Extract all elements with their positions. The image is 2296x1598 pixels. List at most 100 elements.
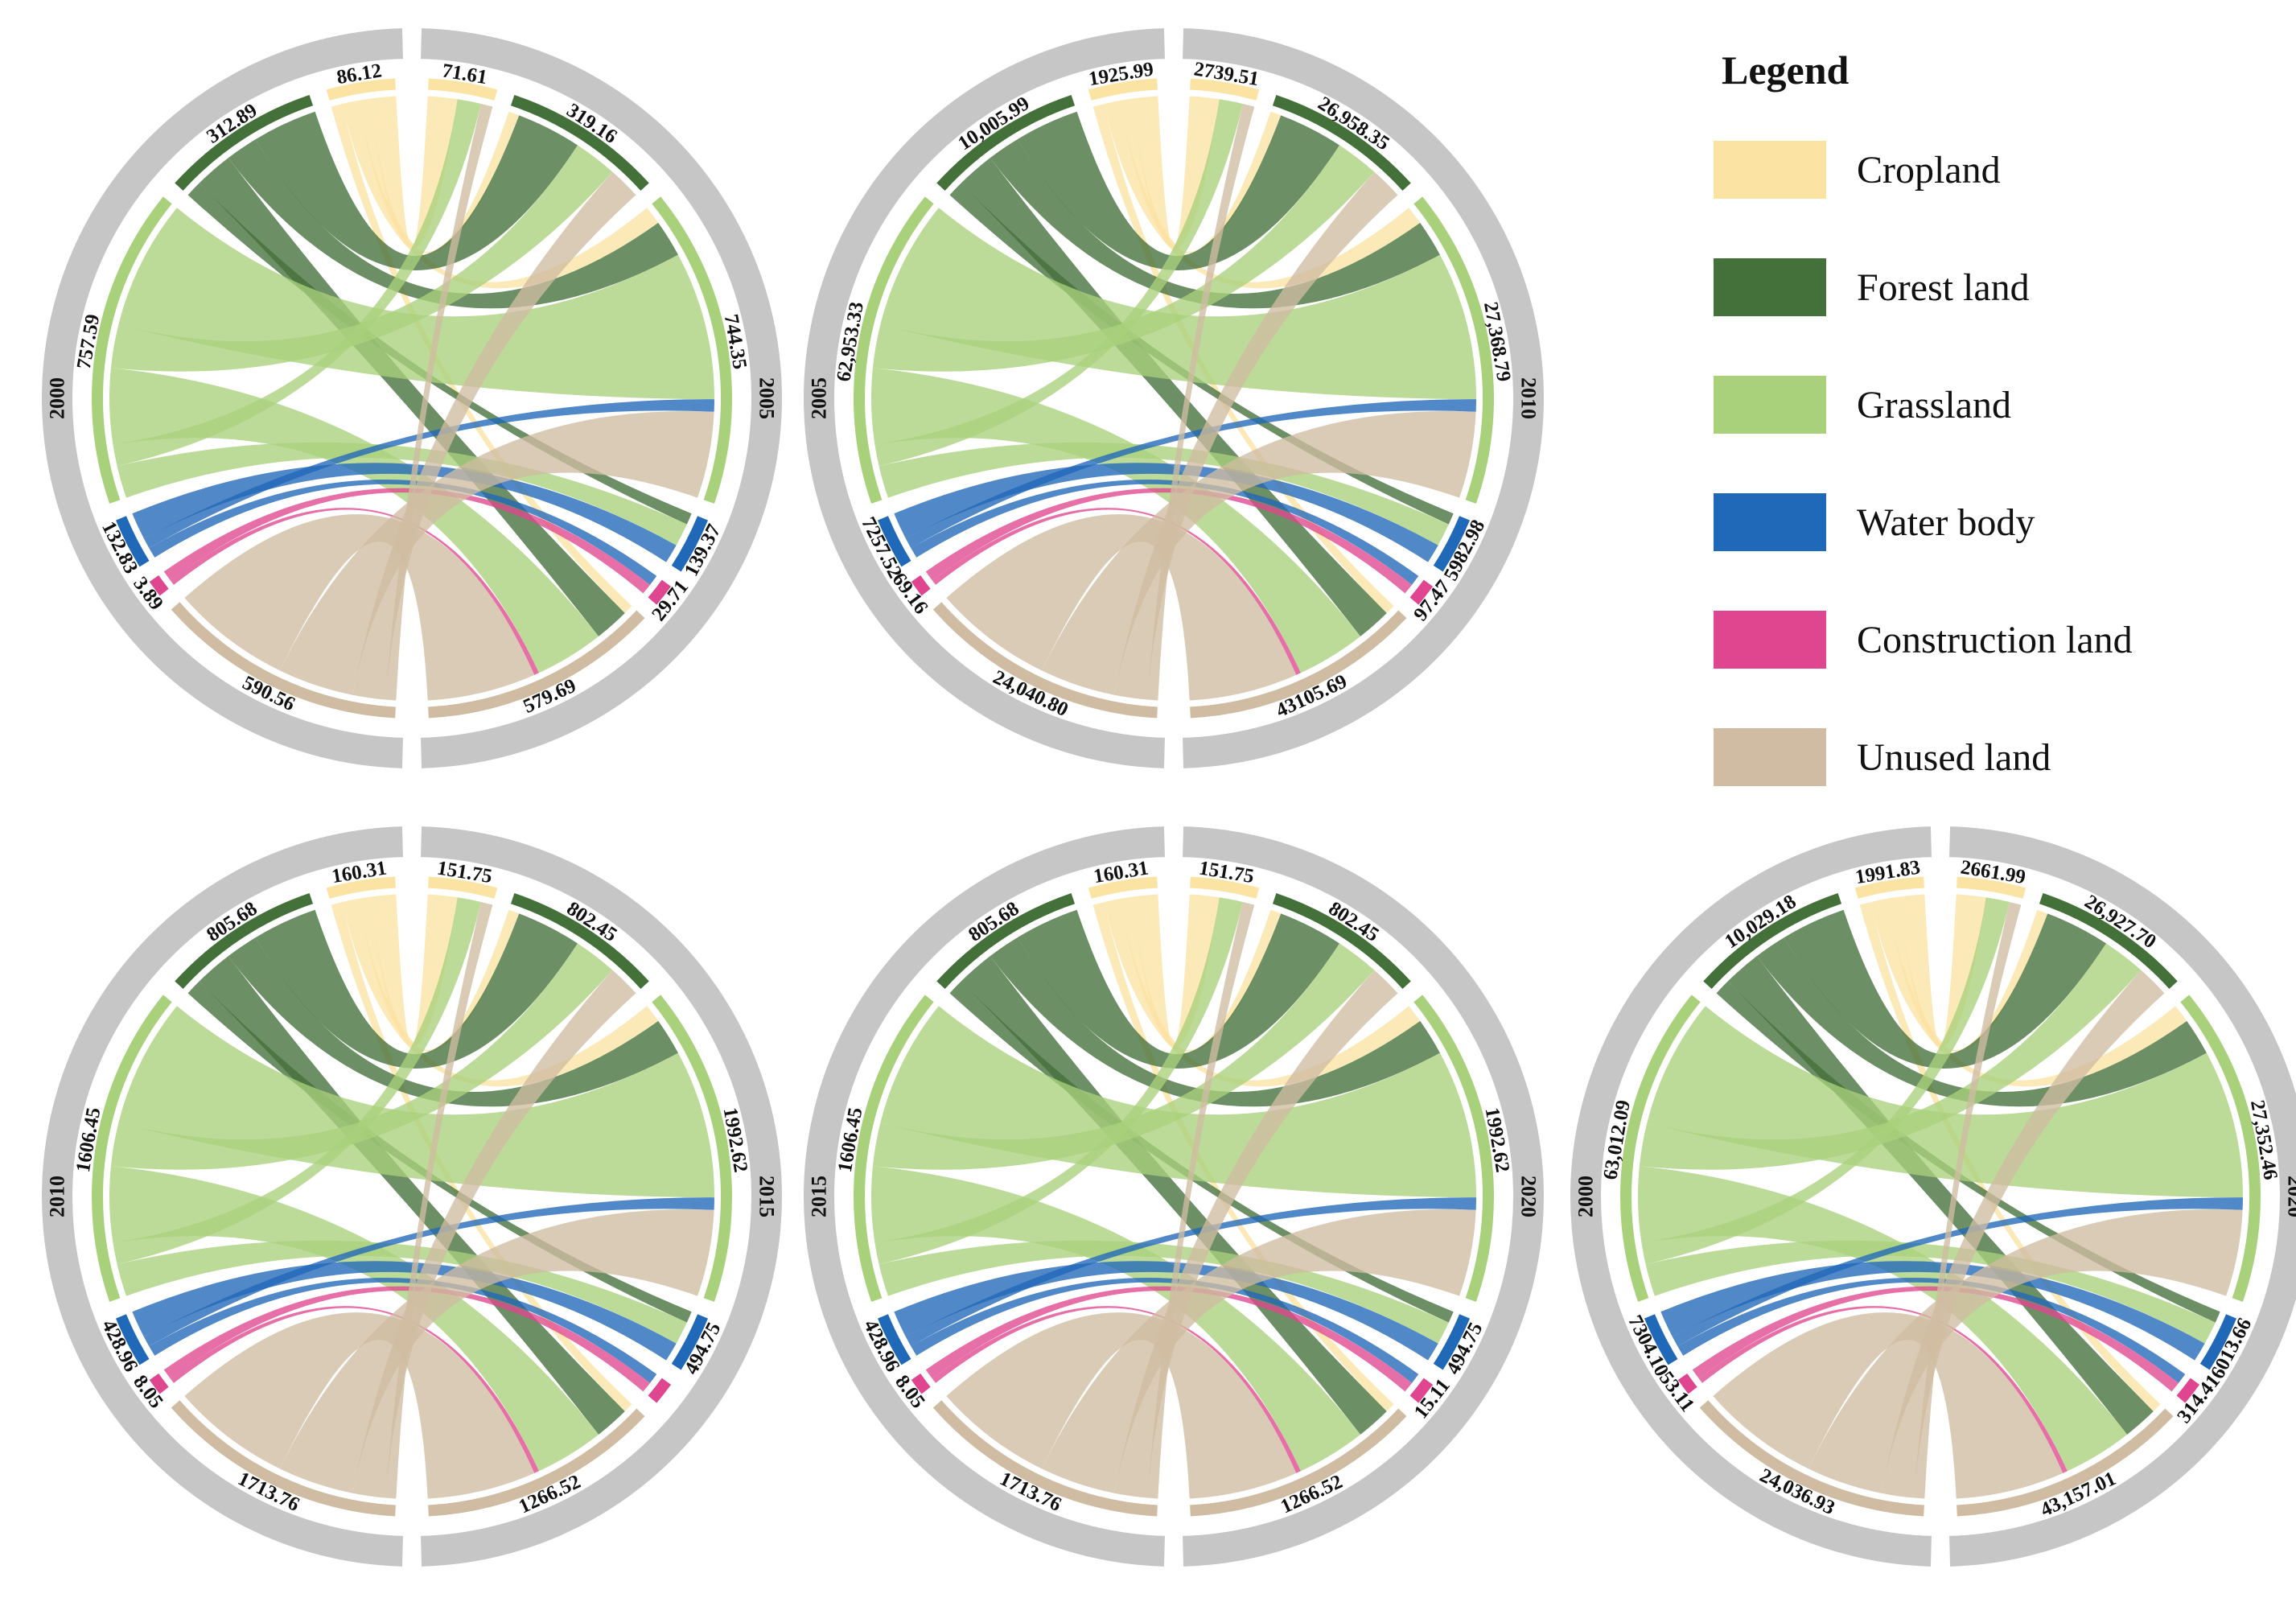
ribbon-forest-to-grassland xyxy=(990,937,1440,1107)
segment-left-water xyxy=(1644,1314,1678,1365)
segment-left-unused xyxy=(171,1400,396,1517)
segment-left-forest xyxy=(175,892,314,989)
ribbon-unused-to-unused xyxy=(1713,1312,2064,1499)
segment-right-water xyxy=(1433,516,1470,572)
ribbon-unused-to-cropland xyxy=(1146,103,1255,701)
segment-right-water xyxy=(1433,1314,1470,1370)
ribbons xyxy=(109,894,714,1499)
segment-left-unused xyxy=(171,602,396,719)
ribbon-cropland-to-forest xyxy=(1119,98,1282,253)
ribbon-unused-to-unused xyxy=(946,514,1297,701)
legend-label-unused-land: Unused land xyxy=(1857,735,2051,779)
segment-left-cropland xyxy=(1088,876,1158,899)
ribbon-construction-to-construction xyxy=(163,1286,651,1392)
segment-right-cropland xyxy=(1957,876,2026,899)
chord-diagram-2015-2020: 160.31805.681606.45428.968.051713.76151.… xyxy=(803,826,1545,1567)
segment-right-forest xyxy=(1272,892,1411,989)
legend-label-water-body: Water body xyxy=(1857,500,2035,544)
ribbon-forest-to-forest xyxy=(255,111,578,270)
segment-right-grassland xyxy=(1413,995,1494,1302)
year-label-left: 2000 xyxy=(46,377,69,419)
ribbon-forest-to-forest xyxy=(1017,909,1340,1069)
ribbon-unused-to-forest xyxy=(1881,970,2165,1498)
ribbon-unused-to-grassland xyxy=(1808,1209,2243,1493)
segment-right-unused xyxy=(1957,1408,2174,1517)
segment-left-construction xyxy=(149,1373,169,1394)
ribbon-grassland-to-water xyxy=(878,1240,1449,1344)
segment-right-unused xyxy=(428,1408,645,1517)
chord-diagram-2005-2010: 1925.9910,005.9962,953.337257.5269.1624,… xyxy=(804,28,1544,768)
ribbon-grassland-to-unused xyxy=(109,1166,599,1472)
segment-right-unused xyxy=(428,610,645,719)
ribbon-construction-to-construction xyxy=(1692,1286,2179,1392)
chord-diagram-2000-2020: 1991.8310,029.1863,012.097304.1053.1124,… xyxy=(1570,826,2296,1567)
segment-left-construction xyxy=(911,1373,931,1394)
segment-right-water xyxy=(671,1314,708,1370)
legend-item-cropland: Cropland xyxy=(1714,111,2277,229)
ribbon-forest-to-grassland xyxy=(228,937,678,1107)
legend-label-forest-land: Forest land xyxy=(1857,266,2030,309)
segment-left-grassland xyxy=(92,196,172,504)
ribbon-grassland-to-unused xyxy=(871,1166,1361,1472)
ribbon-grassland-to-water xyxy=(878,442,1449,546)
year-label-right: 2005 xyxy=(755,377,779,419)
segment-left-construction xyxy=(149,575,169,596)
segment-left-unused xyxy=(932,1400,1158,1517)
ribbon-unused-to-unused xyxy=(184,514,535,701)
year-label-left: 2005 xyxy=(808,377,831,419)
segment-left-water xyxy=(116,516,150,567)
legend-swatch-cropland xyxy=(1714,141,1826,199)
segment-left-water xyxy=(878,1314,911,1365)
chord-diagram-2000-2005: 86.12312.89757.59132.833.89590.5671.6131… xyxy=(42,28,782,768)
segment-right-grassland xyxy=(652,995,732,1302)
ribbons xyxy=(871,96,1476,701)
legend-item-forest-land: Forest land xyxy=(1714,229,2277,346)
legend-item-water-body: Water body xyxy=(1714,463,2277,581)
chord-diagram-2010-2015: 160.31805.681606.45428.968.051713.76151.… xyxy=(41,826,783,1567)
legend-swatch-forest-land xyxy=(1714,258,1826,316)
segment-left-grassland xyxy=(854,196,934,504)
segment-left-unused xyxy=(1699,1400,1924,1517)
year-label-right: 2015 xyxy=(755,1176,779,1217)
legend-item-construction-land: Construction land xyxy=(1714,581,2277,698)
legend-swatch-grassland xyxy=(1714,376,1826,434)
ribbon-grassland-to-unused xyxy=(109,368,599,673)
year-label-left: 2010 xyxy=(46,1176,69,1217)
legend-swatch-unused-land xyxy=(1714,728,1826,786)
segment-left-cropland xyxy=(1088,78,1158,101)
legend-item-unused-land: Unused land xyxy=(1714,698,2277,816)
segment-left-cropland xyxy=(1854,876,1924,899)
legend-item-grassland: Grassland xyxy=(1714,346,2277,463)
ribbon-unused-to-grassland xyxy=(279,1209,714,1493)
segment-right-forest xyxy=(1272,94,1411,191)
ribbon-grassland-to-unused xyxy=(871,368,1361,673)
segment-left-unused xyxy=(932,602,1158,719)
legend-swatch-water-body xyxy=(1714,493,1826,551)
ribbon-forest-to-unused xyxy=(961,158,1387,636)
year-label-left: 2000 xyxy=(1574,1176,1598,1217)
segment-left-cropland xyxy=(326,78,396,101)
ribbon-forest-to-grassland xyxy=(990,139,1440,309)
segment-left-water xyxy=(878,516,911,567)
segment-left-cropland xyxy=(326,876,396,899)
ribbon-cropland-to-forest xyxy=(357,98,520,253)
segment-right-grassland xyxy=(1413,196,1494,504)
segment-right-construction xyxy=(648,579,672,605)
segment-left-grassland xyxy=(92,995,172,1302)
ribbon-forest-to-grassland xyxy=(1756,937,2207,1107)
ribbon-unused-to-grassland xyxy=(1041,1209,1476,1493)
segment-right-grassland xyxy=(652,196,733,504)
ribbon-forest-to-unused xyxy=(199,956,625,1435)
ribbon-unused-to-grassland xyxy=(1041,410,1476,695)
ribbon-forest-to-forest xyxy=(1784,909,2107,1069)
segment-left-forest xyxy=(936,892,1076,989)
year-label-right: 2020 xyxy=(1517,1176,1541,1217)
ribbon-unused-to-cropland xyxy=(1913,901,2022,1499)
segment-right-water xyxy=(2199,1314,2236,1370)
segment-left-grassland xyxy=(854,995,934,1302)
ribbon-unused-to-forest xyxy=(352,171,636,700)
ribbon-unused-to-forest xyxy=(1114,970,1398,1498)
segment-right-cropland xyxy=(1190,876,1260,899)
segment-left-construction xyxy=(1677,1373,1697,1394)
segment-right-construction xyxy=(1409,1378,1434,1403)
